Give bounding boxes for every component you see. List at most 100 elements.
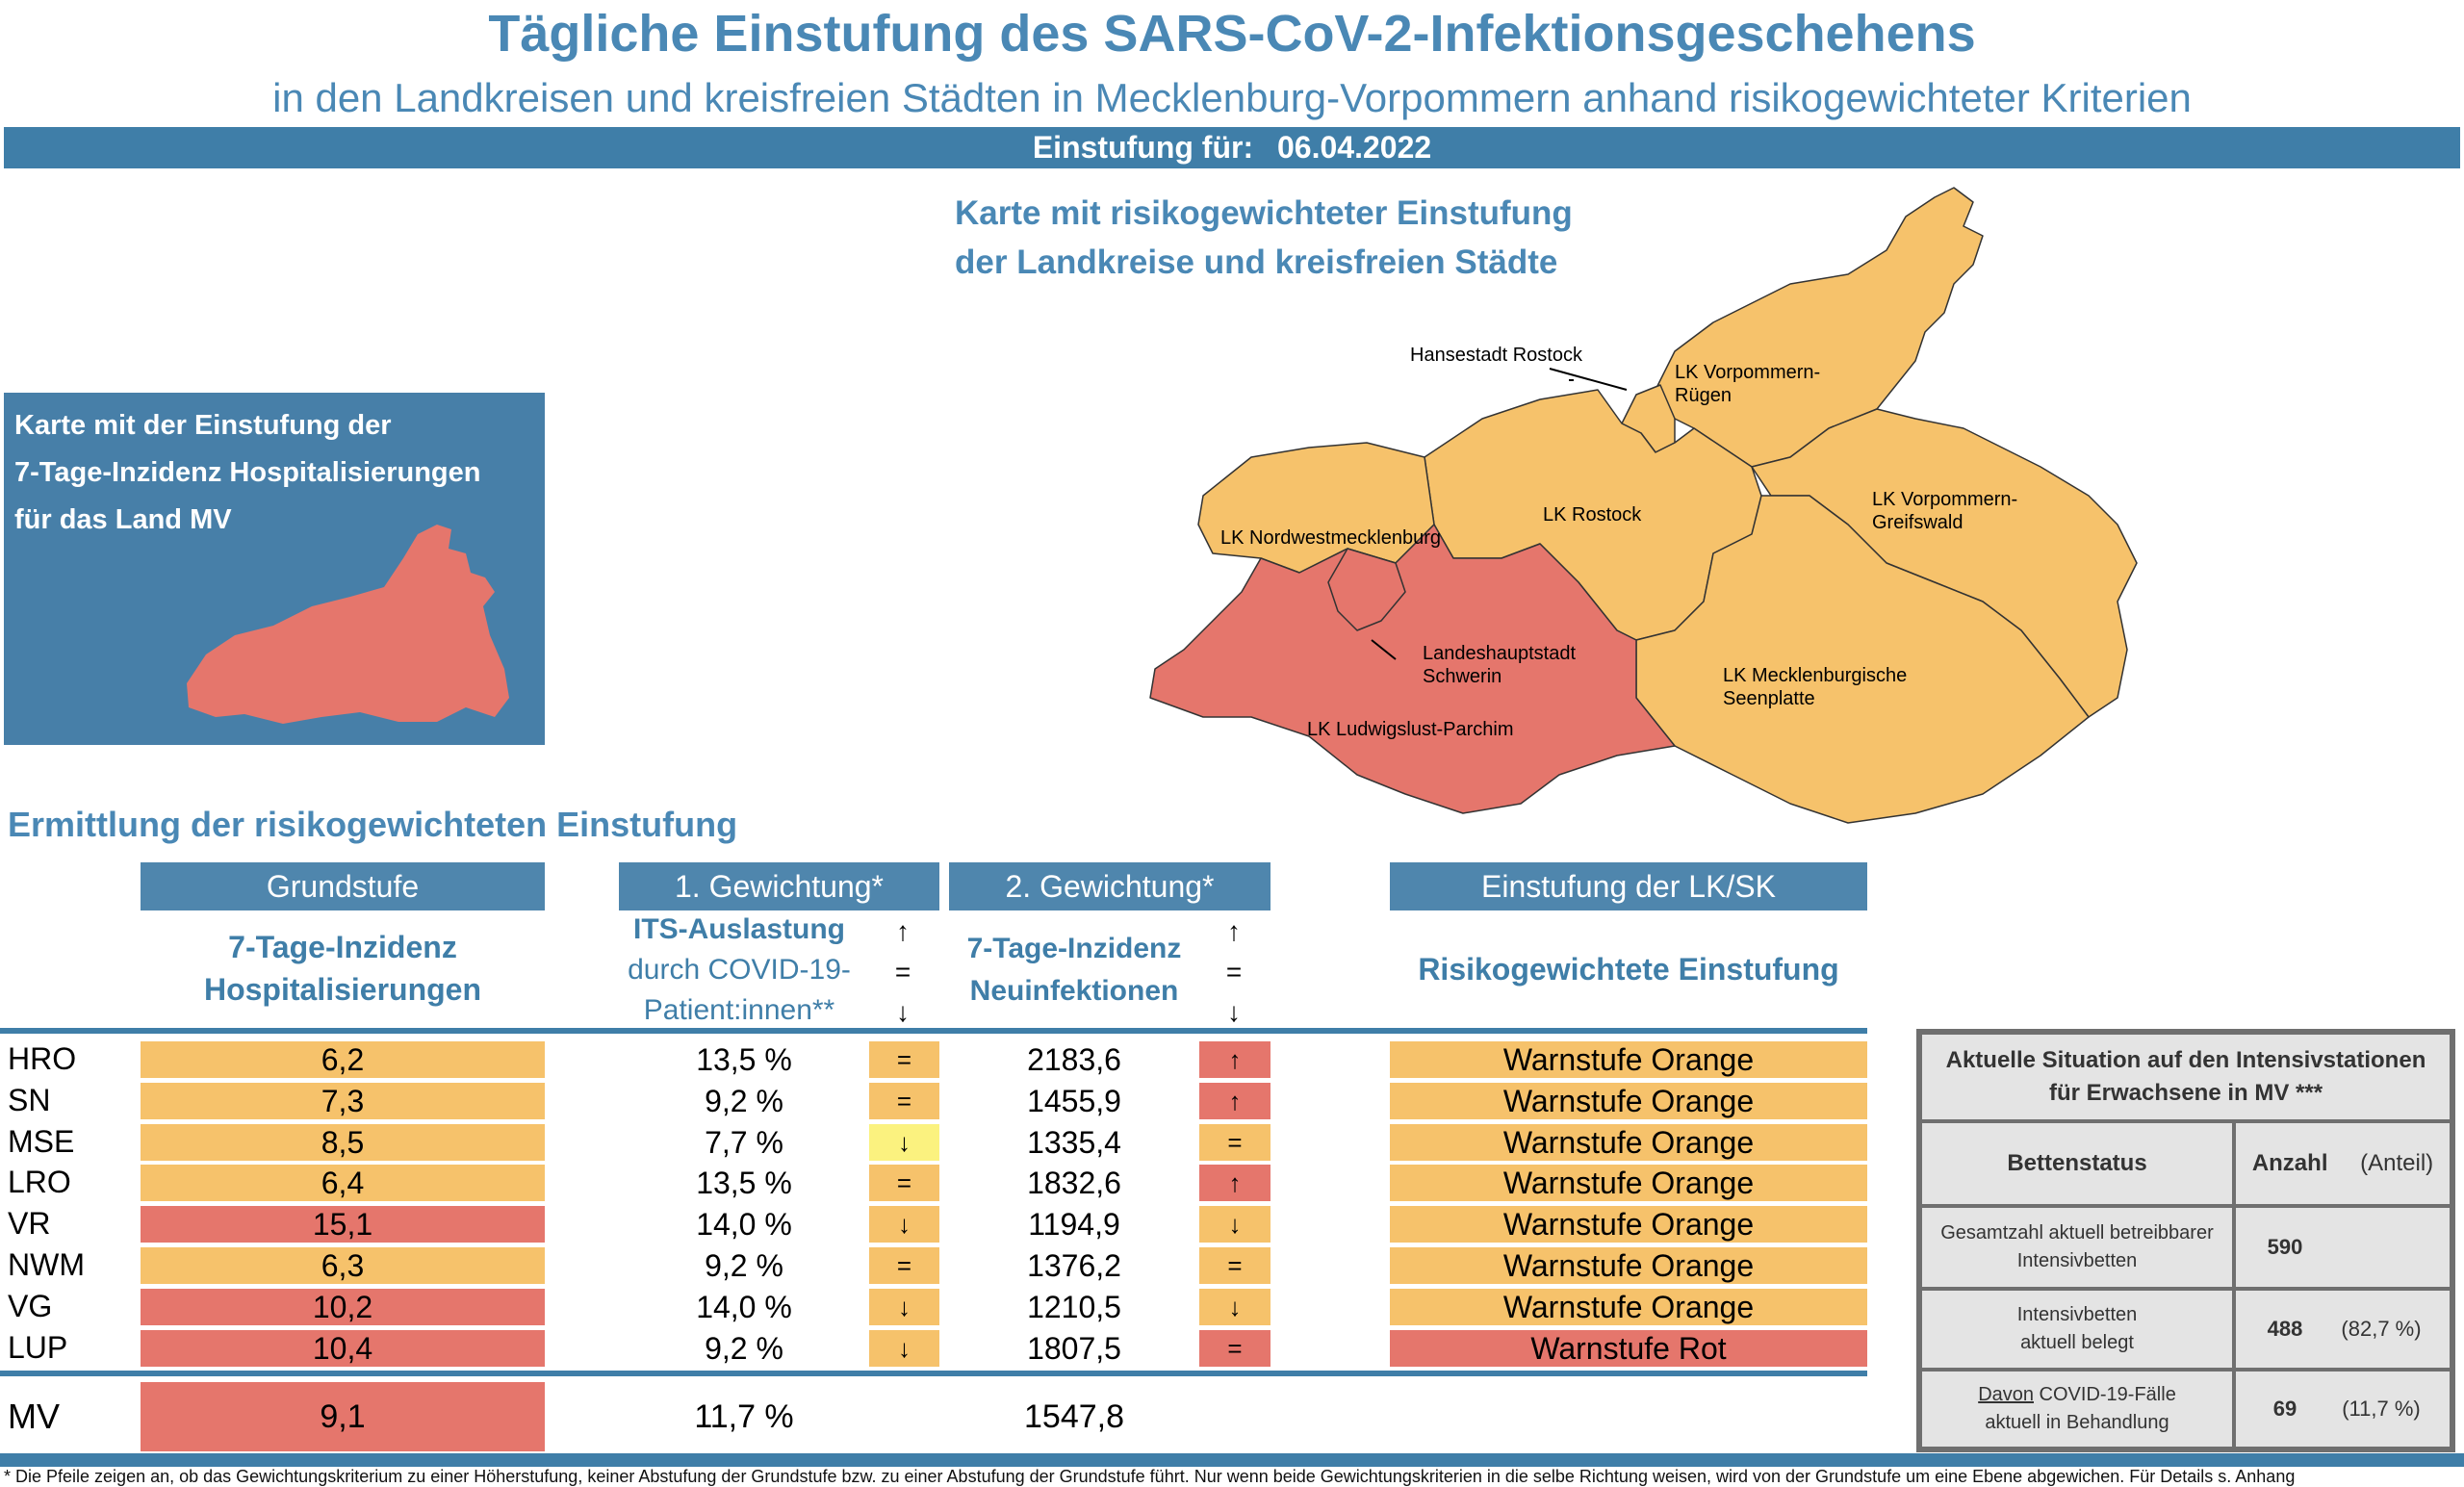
table-row: SN 7,3 9,2 % = 1455,9 ↑ Warnstufe Orange (0, 1081, 1867, 1119)
map-label-lro: LK Rostock (1543, 504, 1642, 526)
subheader-hosp-line1: 7-Tage-Inzidenz (228, 930, 457, 964)
its-trend-cell: ↓ (869, 1206, 939, 1243)
inz-trend-cell: ↓ (1199, 1289, 1270, 1325)
icu-row-1-label-line2: Intensivbetten (2016, 1250, 2138, 1271)
inz-trend-cell: = (1199, 1247, 1270, 1284)
region-sn (1327, 548, 1406, 631)
einstufung-cell: Warnstufe Orange (1390, 1247, 1867, 1284)
icu-row-3-label: Davon COVID-19-Fälle aktuell in Behandlu… (1922, 1372, 2232, 1447)
subheader-neu-line2: Neuinfektionen (969, 975, 1179, 1007)
page-subtitle: in den Landkreisen und kreisfreien Städt… (272, 75, 2192, 120)
inz-trend-cell: ↓ (1199, 1206, 1270, 1243)
its-cell: 14,0 % (696, 1207, 792, 1242)
section-title: Ermittlung der risikogewichteten Einstuf… (8, 805, 738, 844)
icu-row-3-share: (11,7 %) (2342, 1397, 2421, 1421)
arrow-equal-icon: = (1225, 957, 1243, 987)
table-row: HRO 6,2 13,5 % = 2183,6 ↑ Warnstufe Orange (0, 1039, 1867, 1078)
icu-col-status: Bettenstatus (1922, 1123, 2232, 1204)
icu-row-1-values: 590 (2236, 1208, 2450, 1287)
table-row: VR 15,1 14,0 % ↓ 1194,9 ↓ Warnstufe Orange (0, 1204, 1867, 1243)
subheader-its-arrows: ↑ = ↓ (866, 911, 939, 1033)
einstufung-cell: Warnstufe Orange (1390, 1289, 1867, 1325)
map-label-vg-1: LK Vorpommern- (1872, 489, 2017, 510)
hosp-cell: 15,1 (141, 1206, 545, 1243)
header-grundstufe: Grundstufe (141, 862, 545, 910)
map-label-mse-2: Seenplatte (1723, 688, 1815, 709)
row-label: VR (8, 1206, 51, 1241)
icu-row-2-count: 488 (2267, 1317, 2303, 1341)
icu-row-3-label-line1: Davon COVID-19-Fälle (1978, 1381, 2176, 1409)
hosp-map-title: Karte mit der Einstufung der 7-Tage-Inzi… (14, 402, 480, 544)
icu-col-share: (Anteil) (2360, 1150, 2434, 1176)
icu-col-count: Anzahl (2251, 1150, 2328, 1176)
its-trend-cell: ↓ (869, 1289, 939, 1325)
einstufung-cell: Warnstufe Orange (1390, 1124, 1867, 1161)
hosp-cell: 6,2 (141, 1041, 545, 1078)
table-row: LUP 10,4 9,2 % ↓ 1807,5 = Warnstufe Rot (0, 1328, 1867, 1367)
map-label-hro: Hansestadt Rostock (1410, 345, 1583, 366)
arrow-down-icon: ↓ (896, 997, 910, 1027)
inz-trend-cell: = (1199, 1330, 1270, 1367)
its-cell: 13,5 % (696, 1042, 792, 1077)
icu-row-3-count: 69 (2272, 1397, 2297, 1421)
table-top-rule (0, 1028, 1867, 1034)
icu-row-1-label-line1: Gesamtzahl aktuell betreibbarer (1940, 1222, 2214, 1243)
row-label: LRO (8, 1165, 71, 1199)
total-hosp: 9,1 (141, 1382, 545, 1451)
icu-row-3-label-line2: aktuell in Behandlung (1985, 1412, 2169, 1433)
subheader-its-line2: durch COVID-19- (628, 954, 851, 986)
date-label: Einstufung für: (1032, 130, 1254, 165)
arrow-up-icon: ↑ (1227, 916, 1241, 946)
total-row-label: MV (8, 1397, 60, 1436)
row-label: NWM (8, 1247, 85, 1282)
risk-map-title-line1: Karte mit risikogewichteter Einstufung (955, 194, 1573, 232)
inz-cell: 1832,6 (1027, 1166, 1121, 1200)
subheader-hosp: 7-Tage-Inzidenz Hospitalisierungen (141, 926, 545, 1011)
footnote: * Die Pfeile zeigen an, ob das Gewichtun… (4, 1467, 2296, 1486)
row-label: HRO (8, 1041, 77, 1076)
icu-row-3-label-rest: COVID-19-Fälle (2034, 1384, 2176, 1405)
icu-title: Aktuelle Situation auf den Intensivstati… (1922, 1035, 2450, 1119)
icu-row-2-label: Intensivbetten aktuell belegt (1922, 1291, 2232, 1368)
icu-row-2-label-line1: Intensivbetten (2016, 1304, 2138, 1325)
its-trend-cell: ↓ (869, 1124, 939, 1161)
map-label-sn-1: Landeshauptstadt (1423, 643, 1576, 664)
hosp-cell: 6,4 (141, 1165, 545, 1201)
footer-rule (0, 1453, 2464, 1467)
arrow-down-icon: ↓ (1227, 997, 1241, 1027)
row-label: MSE (8, 1124, 75, 1159)
arrow-up-icon: ↑ (896, 916, 910, 946)
inz-trend-cell: ↑ (1199, 1083, 1270, 1119)
map-label-sn-2: Schwerin (1423, 666, 1502, 687)
hosp-cell: 10,2 (141, 1289, 545, 1325)
its-cell: 13,5 % (696, 1166, 792, 1200)
hosp-cell: 6,3 (141, 1247, 545, 1284)
icu-col-count-share: Anzahl (Anteil) (2236, 1123, 2450, 1204)
inz-cell: 2183,6 (1027, 1042, 1121, 1077)
header-gewichtung-1: 1. Gewichtung* (619, 862, 939, 910)
map-label-vr-2: Rügen (1675, 385, 1732, 406)
subheader-neu-line1: 7-Tage-Inzidenz (966, 933, 1182, 964)
hosp-map-shape (187, 525, 509, 724)
its-cell: 9,2 % (705, 1331, 783, 1366)
map-label-lup: LK Ludwigslust-Parchim (1307, 719, 1514, 740)
page-title: Tägliche Einstufung des SARS-CoV-2-Infek… (488, 5, 1976, 63)
hosp-map-title-line3: für das Land MV (14, 504, 232, 535)
einstufung-cell: Warnstufe Rot (1390, 1330, 1867, 1367)
icu-box: Aktuelle Situation auf den Intensivstati… (1916, 1029, 2455, 1452)
hosp-cell: 7,3 (141, 1083, 545, 1119)
its-cell: 9,2 % (705, 1248, 783, 1283)
date-value: 06.04.2022 (1277, 130, 1432, 165)
icu-row-3-label-underlined: Davon (1978, 1384, 2034, 1405)
header-gewichtung-2: 2. Gewichtung* (949, 862, 1270, 910)
map-label-vr-1: LK Vorpommern- (1675, 362, 1820, 383)
inz-cell: 1194,9 (1028, 1207, 1120, 1242)
subheader-neu-arrows: ↑ = ↓ (1197, 911, 1270, 1033)
icu-row-1-label: Gesamtzahl aktuell betreibbarer Intensiv… (1922, 1208, 2232, 1287)
its-cell: 9,2 % (705, 1084, 783, 1118)
row-label: VG (8, 1289, 53, 1323)
row-label: LUP (8, 1330, 68, 1365)
icu-row-3-values: 69 (11,7 %) (2236, 1372, 2450, 1447)
subheader-hosp-line2: Hospitalisierungen (203, 972, 482, 1007)
einstufung-cell: Warnstufe Orange (1390, 1083, 1867, 1119)
